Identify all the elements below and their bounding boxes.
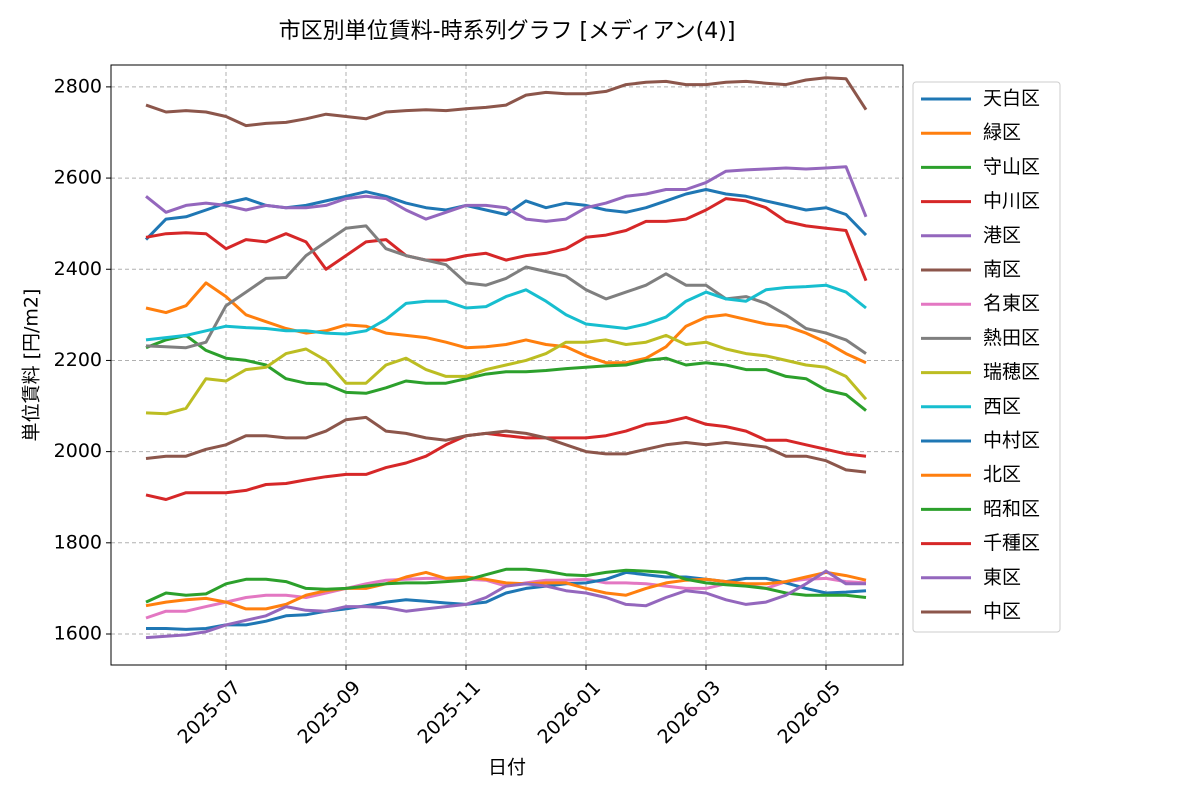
y-tick-label: 2600 — [54, 167, 102, 189]
legend-label: 北区 — [983, 464, 1021, 486]
series-line — [145, 197, 868, 282]
x-axis-label: 日付 — [488, 757, 526, 779]
legend-label: 東区 — [983, 566, 1021, 588]
y-tick-label: 2400 — [54, 258, 102, 280]
legend-label: 熱田区 — [983, 327, 1040, 349]
x-tick-label: 2025-11 — [413, 677, 485, 749]
legend-label: 名東区 — [983, 293, 1040, 315]
legend-label: 緑区 — [983, 122, 1021, 144]
legend-label: 瑞穂区 — [983, 361, 1040, 383]
series-line — [145, 281, 867, 365]
series-line — [145, 283, 867, 342]
y-tick-label: 1600 — [54, 622, 102, 644]
series-line — [145, 76, 868, 128]
y-tick-label: 2200 — [54, 349, 102, 371]
legend-label: 中区 — [983, 601, 1021, 623]
series-line — [145, 333, 867, 412]
y-axis-label: 単位賃料 [円/m2] — [21, 289, 43, 442]
series-line — [146, 570, 867, 631]
legend-label: 中川区 — [983, 190, 1040, 212]
legend-label: 千種区 — [983, 532, 1040, 554]
plot-frame — [110, 64, 904, 666]
series-line — [145, 415, 867, 501]
series-line — [145, 165, 868, 223]
series-line — [145, 567, 867, 604]
legend-label: 港区 — [983, 224, 1021, 246]
legend-label: 中村区 — [983, 430, 1040, 452]
series-line — [144, 188, 868, 241]
legend-label: 西区 — [983, 395, 1021, 417]
x-tick-label: 2025-07 — [173, 677, 245, 749]
series-line — [145, 569, 866, 640]
x-tick-label: 2025-09 — [293, 677, 365, 749]
x-tick-label: 2026-01 — [533, 677, 605, 749]
legend-label: 天白区 — [983, 88, 1040, 110]
chart-title: 市区別単位賃料-時系列グラフ [メディアン(4)] — [279, 19, 736, 44]
series-line — [145, 570, 867, 611]
series-line — [145, 415, 867, 474]
y-tick-label: 2000 — [54, 440, 102, 462]
x-tick-label: 2026-05 — [773, 677, 845, 749]
series-line — [145, 333, 868, 416]
legend-label: 南区 — [983, 259, 1021, 281]
x-tick-label: 2026-03 — [653, 677, 725, 749]
y-tick-label: 2800 — [54, 75, 102, 97]
y-tick-label: 1800 — [54, 531, 102, 553]
legend-box — [912, 81, 1061, 633]
legend-label: 昭和区 — [983, 498, 1040, 520]
series-line — [145, 224, 867, 355]
legend-label: 守山区 — [983, 156, 1040, 178]
